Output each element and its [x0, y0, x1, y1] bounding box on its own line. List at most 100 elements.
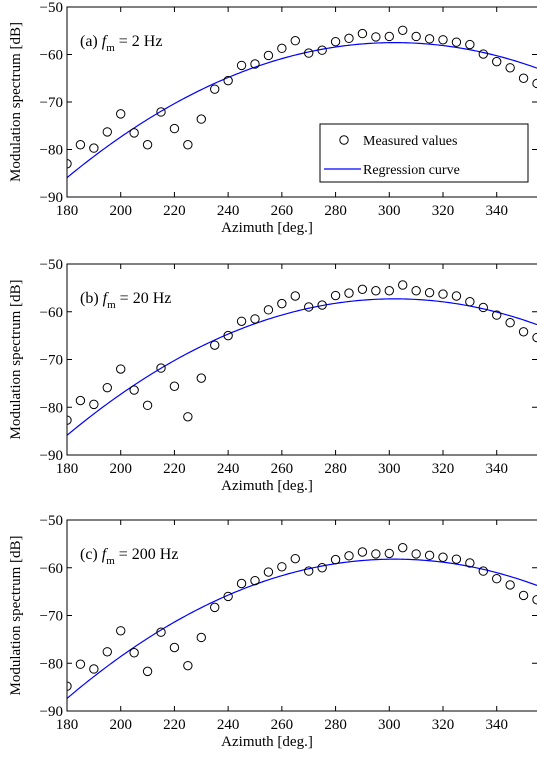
data-point [317, 563, 327, 573]
data-point [505, 63, 515, 73]
data-point [156, 627, 166, 637]
x-tick-label: 320 [432, 717, 455, 733]
data-point [210, 602, 220, 613]
data-point [317, 300, 327, 310]
y-tick-label: −60 [40, 305, 63, 321]
data-point [263, 567, 274, 577]
data-point [371, 549, 381, 559]
data-point [67, 415, 72, 425]
data-point [451, 554, 462, 564]
legend-label: Regression curve [363, 163, 460, 178]
x-axis-label: Azimuth [deg.] [221, 478, 313, 494]
data-point [183, 412, 193, 422]
data-point [398, 280, 408, 290]
data-point [438, 35, 448, 45]
y-tick-label: −50 [40, 0, 63, 16]
y-tick-label: −80 [40, 143, 63, 159]
x-tick-label: 200 [109, 203, 132, 219]
chart-panel-a: 180 200 220 240 260 280 300 320 340 −90 −80 −70 −60 −… [8, 0, 537, 236]
x-tick-label: 340 [485, 717, 508, 733]
legend: Measured values Regression curve [319, 123, 529, 183]
y-tick-label: −70 [40, 609, 63, 625]
data-point [223, 591, 233, 602]
data-point [371, 32, 381, 42]
x-tick-label: 240 [217, 461, 240, 477]
data-point [411, 31, 421, 42]
axes-frame [66, 263, 537, 456]
x-tick-label: 200 [109, 717, 132, 733]
data-point [250, 59, 260, 69]
data-point [317, 45, 327, 55]
data-point [142, 400, 153, 411]
data-point [478, 302, 488, 313]
regression-curve [67, 558, 537, 699]
data-point [384, 286, 394, 296]
y-tick-label: −90 [40, 190, 63, 206]
data-point [411, 286, 421, 296]
data-point [330, 554, 341, 565]
data-point [492, 56, 502, 67]
title-prefix: (c) [80, 546, 102, 563]
data-point [304, 48, 314, 58]
data-point [518, 590, 529, 601]
y-tick-label: −80 [40, 656, 63, 672]
data-point [304, 302, 314, 312]
data-point [451, 291, 462, 301]
data-point [169, 123, 180, 134]
data-point [505, 580, 515, 590]
data-point [223, 75, 233, 86]
data-point [75, 395, 86, 406]
x-tick-label: 260 [271, 717, 294, 733]
y-tick-label: −80 [40, 400, 63, 416]
data-point [75, 659, 86, 669]
data-point [67, 159, 72, 169]
x-tick-label: 340 [485, 203, 508, 219]
title-symbol: f [102, 546, 109, 563]
data-point [344, 551, 354, 561]
data-point [357, 284, 368, 295]
data-point [532, 595, 537, 605]
data-point [129, 385, 139, 395]
data-point [156, 107, 166, 117]
data-point [357, 547, 368, 557]
x-tick-label: 180 [56, 203, 79, 219]
panel-title: (a) fm = 2 Hz [80, 33, 162, 54]
data-point [223, 330, 233, 341]
chart-panel-c: 180 200 220 240 260 280 300 320 340 −90 −80 −70 −60 −… [8, 513, 537, 750]
x-tick-label: 220 [163, 717, 186, 733]
data-point [183, 660, 193, 671]
axes-frame [66, 6, 537, 198]
x-tick-label: 280 [324, 461, 347, 477]
data-point [116, 364, 126, 374]
x-tick-label: 240 [217, 203, 240, 219]
legend-marker-circle [339, 135, 349, 145]
data-point [210, 84, 220, 94]
data-point [236, 578, 247, 589]
data-point [518, 73, 529, 83]
data-point [492, 310, 502, 320]
x-tick-label: 300 [378, 461, 401, 477]
data-point [290, 36, 300, 46]
x-tick-label: 220 [163, 203, 186, 219]
y-tick-label: −60 [40, 48, 63, 64]
regression-curve [67, 42, 537, 179]
data-point [330, 290, 341, 301]
data-point [532, 78, 537, 89]
regression-curve [67, 298, 537, 436]
x-axis-label: Azimuth [deg.] [221, 220, 313, 236]
data-point [102, 647, 112, 657]
data-point [290, 291, 300, 301]
data-point [438, 552, 448, 562]
axes-frame [66, 519, 537, 712]
y-tick-label: −90 [40, 704, 63, 720]
x-tick-label: 180 [56, 461, 79, 477]
data-point [330, 36, 341, 47]
data-point [250, 575, 260, 586]
title-prefix: (a) [80, 33, 102, 50]
x-tick-label: 260 [271, 203, 294, 219]
data-point [196, 114, 206, 124]
data-point [129, 648, 139, 658]
data-point [116, 626, 126, 636]
panel-title: (b) fm = 20 Hz [80, 290, 171, 311]
